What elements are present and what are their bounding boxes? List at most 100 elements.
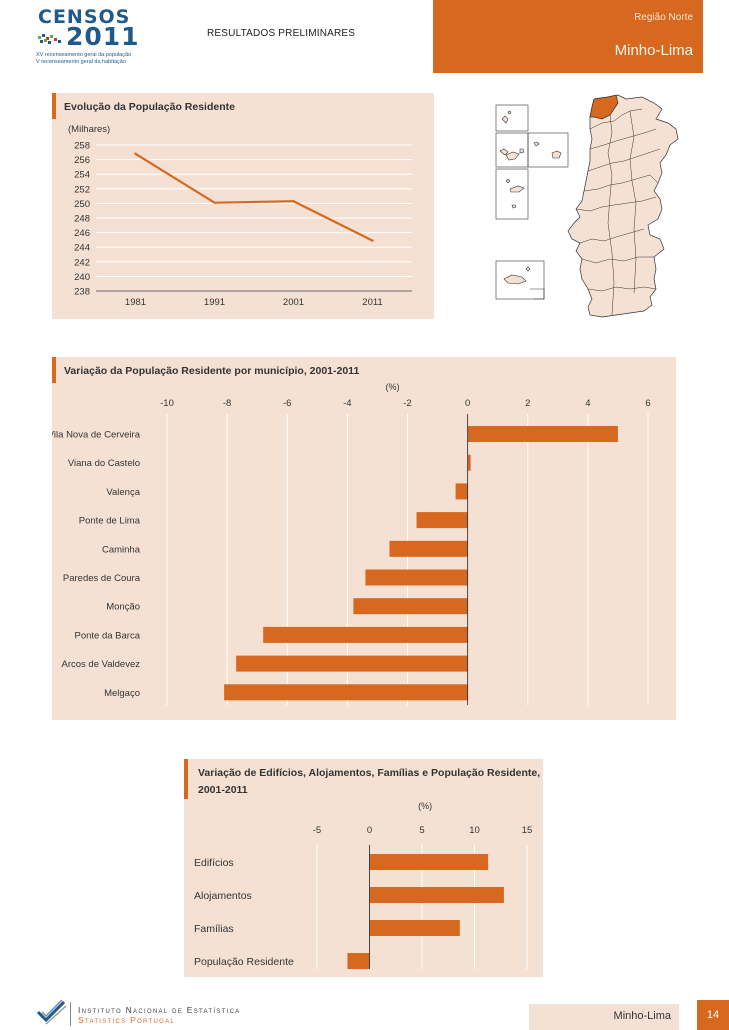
footer-region: Minho-Lima xyxy=(529,1004,679,1030)
x-tick-label: 1981 xyxy=(125,297,146,308)
bar xyxy=(467,426,618,442)
panel-accent-bar xyxy=(52,357,56,383)
bar xyxy=(389,540,468,557)
bar xyxy=(365,569,468,586)
bar xyxy=(467,454,471,471)
x-tick-label: 0 xyxy=(465,398,470,409)
municipality-variation-panel: Variação da População Residente por muni… xyxy=(52,357,676,720)
portugal-mainland xyxy=(567,94,679,318)
x-tick-label: -5 xyxy=(313,825,321,836)
x-tick-label: 2011 xyxy=(362,297,382,308)
org-name: Instituto Nacional de Estatística xyxy=(78,1005,241,1015)
logo-subtitle-line2: V recenseamento geral da habitação xyxy=(36,59,126,65)
data-point xyxy=(292,200,295,203)
border-2 xyxy=(589,128,657,150)
islands xyxy=(499,110,562,285)
inset-box-4 xyxy=(527,132,569,168)
island-1 xyxy=(501,115,509,124)
bar xyxy=(224,684,468,701)
x-tick-label: -10 xyxy=(160,398,174,409)
data-point xyxy=(213,201,216,204)
border-9 xyxy=(607,114,615,316)
y-tick-label: 240 xyxy=(74,272,90,283)
y-tick-label: 244 xyxy=(74,243,90,254)
category-label: Melgaço xyxy=(104,688,140,699)
category-label: População Residente xyxy=(194,956,294,968)
logo-pixel-icon xyxy=(38,34,61,44)
border-7 xyxy=(581,256,654,264)
y-tick-label: 250 xyxy=(74,199,90,210)
panel-accent-bar xyxy=(52,93,56,119)
island-4 xyxy=(505,151,520,161)
y-tick-label: 248 xyxy=(74,214,90,225)
bar xyxy=(347,953,370,969)
y-tick-label: 252 xyxy=(74,184,90,195)
subregion-name: Minho-Lima xyxy=(614,42,693,59)
population-series-line xyxy=(134,152,373,242)
data-point xyxy=(371,239,374,242)
inset-box-3 xyxy=(495,168,529,220)
data-point xyxy=(134,152,137,155)
inset-box-5 xyxy=(495,260,545,300)
category-label: Alojamentos xyxy=(194,890,252,902)
bar2-chart-title-line1: Variação de Edifícios, Alojamentos, Famí… xyxy=(198,767,541,779)
logo-title: CENSOS xyxy=(38,6,131,28)
category-label: Arcos de Valdevez xyxy=(61,659,140,670)
line-chart-title: Evolução da População Residente xyxy=(64,101,235,113)
x-tick-label: 1991 xyxy=(204,297,225,308)
population-line-chart: (Milhares) 258 256 254 252 250 248 246 244 242 240… xyxy=(68,124,412,308)
y-tick-label: 242 xyxy=(74,257,90,268)
island-madeira xyxy=(503,274,527,285)
inset-box-1 xyxy=(495,104,529,132)
unit-label: (%) xyxy=(385,382,399,392)
y-tick-label: 254 xyxy=(74,170,90,181)
island-10 xyxy=(511,204,517,209)
island-5 xyxy=(519,148,525,154)
bar xyxy=(236,655,468,672)
x-tick-label: -6 xyxy=(283,398,291,409)
x-tick-label: -8 xyxy=(223,398,231,409)
bar xyxy=(369,854,489,870)
bar xyxy=(455,483,468,500)
x-tick-label: 10 xyxy=(469,825,480,836)
border-8 xyxy=(587,286,657,292)
censos-logo: CENSOS 2011 XV recenseamento geral da po… xyxy=(36,6,148,65)
island-8 xyxy=(505,178,511,184)
x-tick-label: 15 xyxy=(522,825,533,836)
y-axis-label: (Milhares) xyxy=(68,124,110,135)
islands-insets xyxy=(495,104,569,300)
y-tick-label: 238 xyxy=(74,287,90,298)
x-tick-label: 6 xyxy=(645,398,650,409)
document-title: RESULTADOS PRELIMINARES xyxy=(207,28,356,39)
y-tick-label: 258 xyxy=(74,141,90,152)
bar xyxy=(369,887,504,903)
inset-box-6 xyxy=(530,288,545,300)
x-tick-label: 0 xyxy=(367,825,372,836)
bar xyxy=(416,512,468,529)
unit-label: (%) xyxy=(418,801,432,811)
border-10 xyxy=(629,110,637,294)
panel-accent-bar xyxy=(184,759,188,799)
logo-year: 2011 xyxy=(66,22,140,51)
org-name-english: Statistics Portugal xyxy=(78,1015,176,1025)
x-tick-label: 5 xyxy=(419,825,424,836)
category-label: Famílias xyxy=(194,923,234,935)
x-tick-label: 2001 xyxy=(283,297,304,308)
population-evolution-panel: Evolução da População Residente (Milhare… xyxy=(52,93,434,319)
border-4 xyxy=(583,174,659,192)
bar-chart-title: Variação da População Residente por muni… xyxy=(64,365,360,377)
category-label: Monção xyxy=(106,602,140,613)
bar2-chart-title-line2: 2001-2011 xyxy=(198,784,248,796)
category-label: Edifícios xyxy=(194,857,234,869)
buildings-variation-panel: Variação de Edifícios, Alojamentos, Famí… xyxy=(184,759,543,977)
bar xyxy=(353,598,468,615)
category-label: Paredes de Coura xyxy=(63,573,141,584)
border-5 xyxy=(575,196,657,212)
category-label: Viana do Castelo xyxy=(68,458,140,469)
border-3 xyxy=(587,148,661,172)
y-tick-label: 256 xyxy=(74,155,90,166)
footer-separator xyxy=(70,1002,71,1026)
category-label: Vila Nova de Cerveira xyxy=(52,430,141,441)
buildings-bar-chart: (%) -5 0 5 10 15 Edifícios Alojamentos Famílias P… xyxy=(194,801,533,969)
region-header: Região Norte Minho-Lima xyxy=(433,0,703,73)
